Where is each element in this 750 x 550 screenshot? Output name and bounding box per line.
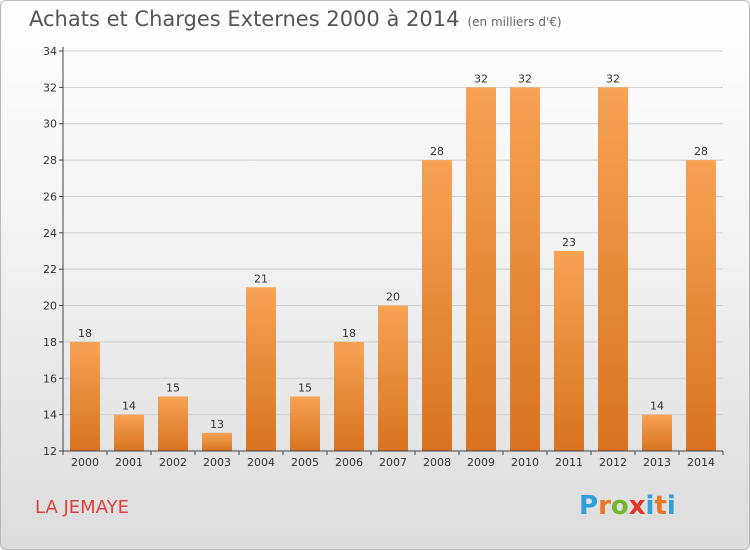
x-tick-label-2003: 2003 [203, 456, 231, 469]
bar-2007 [378, 305, 408, 451]
bar-2010 [510, 87, 540, 451]
value-label-2003: 13 [210, 418, 224, 431]
city-name: LA JEMAYE [35, 497, 129, 518]
logo-letter: t [654, 491, 667, 521]
value-label-2014: 28 [694, 145, 708, 158]
value-label-2000: 18 [78, 327, 92, 340]
value-label-2001: 14 [122, 400, 136, 413]
y-tick-label: 24 [43, 227, 57, 240]
value-label-2005: 15 [298, 381, 312, 394]
bar-2009 [466, 87, 496, 451]
y-tick-label: 32 [43, 81, 57, 94]
logo-letter: P [579, 491, 599, 521]
bar-2014 [686, 160, 716, 451]
bar-2011 [554, 251, 584, 451]
x-tick-label-2004: 2004 [247, 456, 275, 469]
logo-letter: r [598, 491, 611, 521]
bars [70, 87, 716, 451]
y-tick-label: 12 [43, 445, 57, 458]
bar-2012 [598, 87, 628, 451]
bar-2004 [246, 287, 276, 451]
bar-2006 [334, 341, 364, 451]
bar-2003 [202, 432, 232, 451]
x-tick-label-2013: 2013 [643, 456, 671, 469]
x-tick-label-2005: 2005 [291, 456, 319, 469]
value-label-2006: 18 [342, 327, 356, 340]
y-tick-label: 28 [43, 154, 57, 167]
x-tick-label-2000: 2000 [71, 456, 99, 469]
y-tick-label: 14 [43, 409, 57, 422]
x-tick-label-2012: 2012 [599, 456, 627, 469]
y-tick-label: 16 [43, 372, 57, 385]
y-tick-label: 20 [43, 300, 57, 313]
y-tick-label: 26 [43, 190, 57, 203]
logo-letter: o [610, 491, 629, 521]
logo-letter: x [628, 491, 646, 521]
y-tick-label: 18 [43, 336, 57, 349]
x-tick-label-2001: 2001 [115, 456, 143, 469]
bar-2001 [114, 414, 144, 451]
value-label-2013: 14 [650, 400, 664, 413]
chart-subtitle: (en milliers d'€) [467, 15, 562, 29]
chart-title: Achats et Charges Externes 2000 à 2014 (e… [29, 7, 562, 31]
bar-2000 [70, 341, 100, 451]
x-tick-label-2007: 2007 [379, 456, 407, 469]
axes [59, 47, 724, 455]
value-label-2007: 20 [386, 291, 400, 304]
value-label-2011: 23 [562, 236, 576, 249]
labels: 12 14 16 18 20 22 24 26 28 30 32 34 18 2000 14 2001 15 20… [43, 45, 715, 469]
value-label-2012: 32 [606, 72, 620, 85]
bar-2002 [158, 396, 188, 451]
value-label-2009: 32 [474, 72, 488, 85]
x-tick-label-2010: 2010 [511, 456, 539, 469]
bar-2005 [290, 396, 320, 451]
y-tick-label: 34 [43, 45, 57, 58]
x-tick-label-2009: 2009 [467, 456, 495, 469]
value-label-2002: 15 [166, 381, 180, 394]
proxiti-logo: Proxiti [579, 491, 676, 521]
x-tick-label-2014: 2014 [687, 456, 715, 469]
y-tick-label: 22 [43, 263, 57, 276]
logo-letter: i [666, 491, 676, 521]
x-tick-label-2002: 2002 [159, 456, 187, 469]
x-tick-label-2008: 2008 [423, 456, 451, 469]
chart-title-text: Achats et Charges Externes 2000 à 2014 [29, 7, 460, 31]
logo-letter: i [645, 491, 655, 521]
y-tick-label: 30 [43, 118, 57, 131]
value-label-2008: 28 [430, 145, 444, 158]
value-label-2010: 32 [518, 72, 532, 85]
value-label-2004: 21 [254, 272, 268, 285]
x-tick-label-2011: 2011 [555, 456, 583, 469]
x-tick-label-2006: 2006 [335, 456, 363, 469]
bar-2013 [642, 414, 672, 451]
bar-2008 [422, 160, 452, 451]
